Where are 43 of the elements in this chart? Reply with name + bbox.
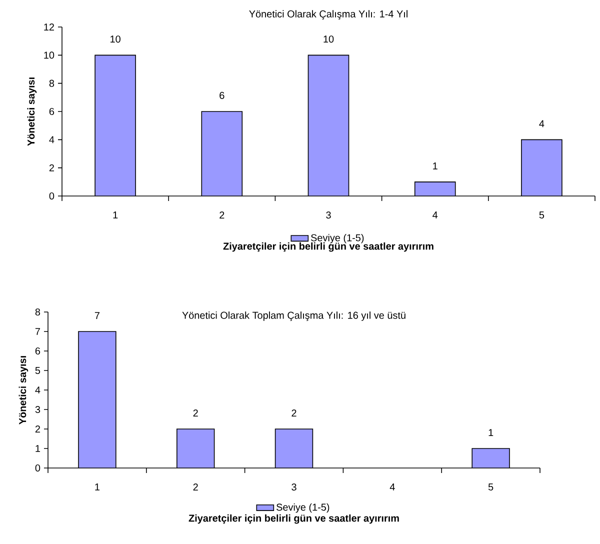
x-axis-title: Ziyaretçiler için belirli gün ve saatler ayırırım (223, 242, 434, 252)
y-tick-label: 8 (35, 308, 40, 316)
y-tick-label: 4 (35, 386, 40, 394)
y-tick-label: 3 (35, 406, 40, 414)
y-tick-label: 5 (35, 367, 40, 374)
x-tick-label: 3 (326, 212, 331, 219)
legend-label: Seviye (1-5) (311, 234, 364, 244)
y-tick-label: 12 (44, 24, 54, 30)
y-tick-label: 2 (35, 426, 40, 432)
y-tick-label: 4 (49, 136, 54, 144)
data-label: 2 (193, 410, 198, 416)
y-tick-label: 2 (49, 164, 54, 172)
data-label: 2 (292, 410, 296, 416)
chart-title: Yönetici Olarak Çalışma Yılı: 1-4 Yıl (249, 10, 408, 20)
x-tick-label: 2 (193, 484, 198, 490)
y-tick-label: 7 (35, 328, 40, 335)
y-tick-label: 0 (49, 192, 54, 200)
y-tick-label: 8 (49, 80, 54, 87)
x-tick-label: 3 (292, 484, 296, 491)
legend-label: Seviye (1-5) (276, 503, 330, 513)
data-label: 4 (539, 120, 544, 128)
data-label: 10 (110, 36, 120, 43)
data-label: 1 (488, 429, 494, 436)
y-tick-label: 6 (49, 108, 54, 116)
x-tick-label: 4 (390, 484, 395, 490)
y-tick-label: 6 (35, 347, 40, 355)
y-tick-label: 0 (35, 464, 40, 472)
data-label: 1 (433, 162, 438, 170)
x-tick-label: 1 (113, 212, 118, 218)
y-axis-title: Yönetici sayısı (18, 356, 28, 424)
x-tick-label: 5 (539, 212, 544, 218)
data-label: 10 (324, 36, 334, 43)
data-label: 7 (94, 312, 100, 319)
data-label: 6 (220, 92, 224, 99)
x-tick-label: 4 (432, 212, 438, 218)
x-axis-title: Ziyaretçiler için belirli gün ve saatler ayırırım (188, 514, 399, 524)
y-axis-title: Yönetici sayısı (27, 78, 37, 146)
y-tick-label: 1 (36, 445, 40, 452)
x-tick-label: 2 (220, 212, 224, 218)
y-tick-label: 10 (44, 52, 54, 59)
chart-title: Yönetici Olarak Toplam Çalışma Yılı: 16 yıl ve üstü (182, 312, 406, 321)
x-tick-label: 1 (95, 484, 100, 490)
x-tick-label: 5 (488, 484, 494, 490)
